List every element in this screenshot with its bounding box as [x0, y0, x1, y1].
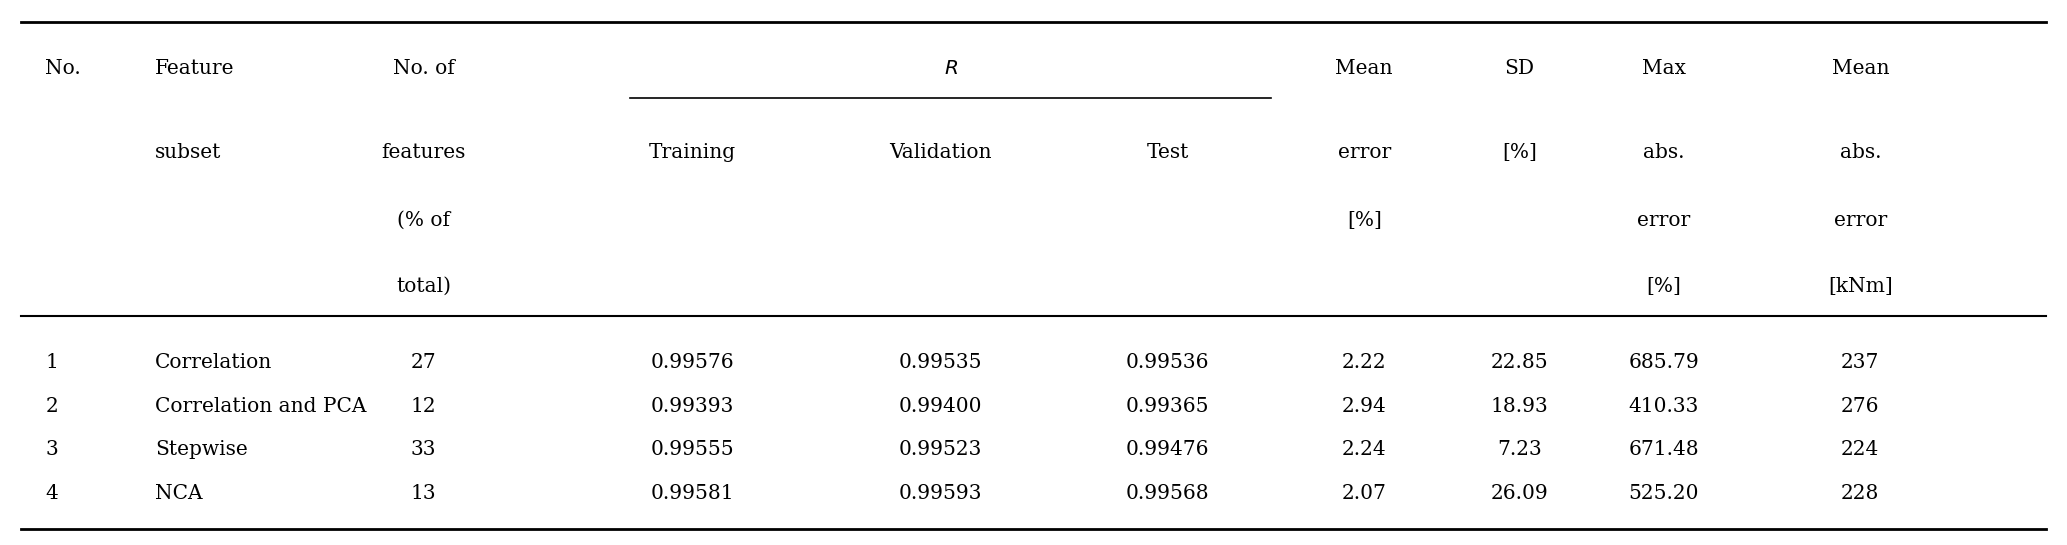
Text: 3: 3 [45, 440, 58, 459]
Text: [%]: [%] [1503, 143, 1536, 162]
Text: 0.99535: 0.99535 [899, 353, 982, 372]
Text: 0.99555: 0.99555 [651, 440, 734, 459]
Text: 2: 2 [45, 397, 58, 415]
Text: 13: 13 [411, 484, 436, 502]
Text: error: error [1833, 211, 1887, 230]
Text: Correlation: Correlation [155, 353, 273, 372]
Text: Test: Test [1147, 143, 1189, 162]
Text: (% of: (% of [397, 211, 451, 230]
Text: [%]: [%] [1348, 211, 1381, 230]
Text: error: error [1637, 211, 1691, 230]
Text: [kNm]: [kNm] [1827, 277, 1893, 295]
Text: 2.22: 2.22 [1341, 353, 1387, 372]
Text: abs.: abs. [1643, 143, 1685, 162]
Text: 18.93: 18.93 [1490, 397, 1548, 415]
Text: 1: 1 [45, 353, 58, 372]
Text: subset: subset [155, 143, 221, 162]
Text: NCA: NCA [155, 484, 203, 502]
Text: No. of: No. of [393, 59, 455, 77]
Text: 0.99400: 0.99400 [899, 397, 982, 415]
Text: Feature: Feature [155, 59, 234, 77]
Text: [%]: [%] [1647, 277, 1680, 295]
Text: 0.99593: 0.99593 [899, 484, 982, 502]
Text: No.: No. [45, 59, 81, 77]
Text: features: features [382, 143, 465, 162]
Text: 224: 224 [1842, 440, 1879, 459]
Text: 525.20: 525.20 [1629, 484, 1699, 502]
Text: Training: Training [649, 143, 736, 162]
Text: 2.94: 2.94 [1341, 397, 1387, 415]
Text: 685.79: 685.79 [1629, 353, 1699, 372]
Text: 0.99568: 0.99568 [1127, 484, 1209, 502]
Text: $R$: $R$ [945, 59, 957, 77]
Text: 228: 228 [1842, 484, 1879, 502]
Text: 0.99476: 0.99476 [1127, 440, 1209, 459]
Text: 0.99393: 0.99393 [651, 397, 734, 415]
Text: 26.09: 26.09 [1490, 484, 1548, 502]
Text: 671.48: 671.48 [1629, 440, 1699, 459]
Text: 2.07: 2.07 [1341, 484, 1387, 502]
Text: 0.99523: 0.99523 [899, 440, 982, 459]
Text: 0.99536: 0.99536 [1127, 353, 1209, 372]
Text: 22.85: 22.85 [1490, 353, 1548, 372]
Text: 237: 237 [1842, 353, 1879, 372]
Text: 0.99365: 0.99365 [1127, 397, 1209, 415]
Text: Correlation and PCA: Correlation and PCA [155, 397, 366, 415]
Text: 0.99576: 0.99576 [651, 353, 734, 372]
Text: Mean: Mean [1831, 59, 1889, 77]
Text: Stepwise: Stepwise [155, 440, 248, 459]
Text: 4: 4 [45, 484, 58, 502]
Text: 27: 27 [411, 353, 436, 372]
Text: error: error [1337, 143, 1391, 162]
Text: abs.: abs. [1840, 143, 1881, 162]
Text: 410.33: 410.33 [1629, 397, 1699, 415]
Text: 33: 33 [411, 440, 436, 459]
Text: Validation: Validation [889, 143, 992, 162]
Text: total): total) [397, 277, 451, 295]
Text: Max: Max [1641, 59, 1687, 77]
Text: 0.99581: 0.99581 [651, 484, 734, 502]
Text: 276: 276 [1842, 397, 1879, 415]
Text: 7.23: 7.23 [1497, 440, 1542, 459]
Text: SD: SD [1505, 59, 1534, 77]
Text: 12: 12 [411, 397, 436, 415]
Text: 2.24: 2.24 [1341, 440, 1387, 459]
Text: Mean: Mean [1335, 59, 1393, 77]
